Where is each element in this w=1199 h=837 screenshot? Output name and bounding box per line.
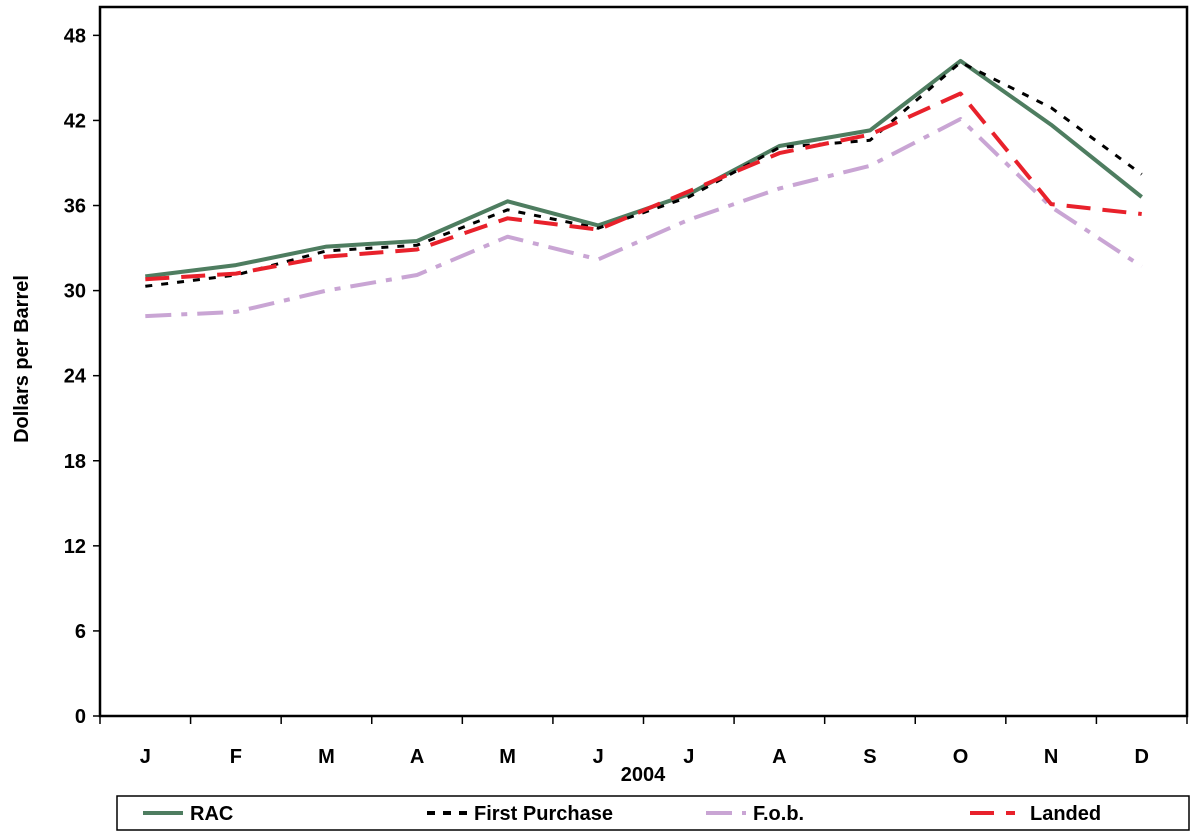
x-tick-label: N (1044, 746, 1058, 768)
x-tick-label: M (499, 746, 516, 768)
legend-label: RAC (190, 803, 233, 825)
legend-label: Landed (1030, 803, 1101, 825)
legend: RAC First Purchase F.o.b. Landed (116, 795, 1190, 831)
legend-label: First Purchase (474, 803, 613, 825)
y-tick-label: 42 (64, 110, 86, 132)
series-line-rac (145, 58, 1143, 279)
y-tick-label: 12 (64, 536, 86, 558)
legend-box (116, 795, 1190, 831)
x-tick-label: J (140, 746, 151, 768)
x-tick-label: M (318, 746, 335, 768)
y-tick-label: 6 (75, 621, 86, 643)
x-tick-label: J (683, 746, 694, 768)
y-tick-label: 0 (75, 706, 86, 728)
y-tick-label: 30 (64, 281, 86, 303)
y-tick-label: 24 (64, 366, 87, 388)
x-tick-label: O (953, 746, 969, 768)
y-tick-label: 18 (64, 451, 86, 473)
x-tick-label: J (593, 746, 604, 768)
x-tick-label: A (410, 746, 424, 768)
x-axis-title: 2004 (621, 764, 666, 786)
x-tick-label: S (863, 746, 876, 768)
y-axis-title: Dollars per Barrel (11, 275, 33, 443)
plot-area-border (98, 5, 1189, 718)
y-tick-label: 48 (64, 25, 86, 47)
y-tick-label: 36 (64, 196, 86, 218)
series-line-landed (145, 91, 1142, 282)
series-line-f-o-b (145, 117, 1143, 319)
x-tick-label: D (1134, 746, 1148, 768)
legend-label: F.o.b. (753, 803, 804, 825)
x-tick-label: A (772, 746, 786, 768)
x-tick-label: F (230, 746, 242, 768)
